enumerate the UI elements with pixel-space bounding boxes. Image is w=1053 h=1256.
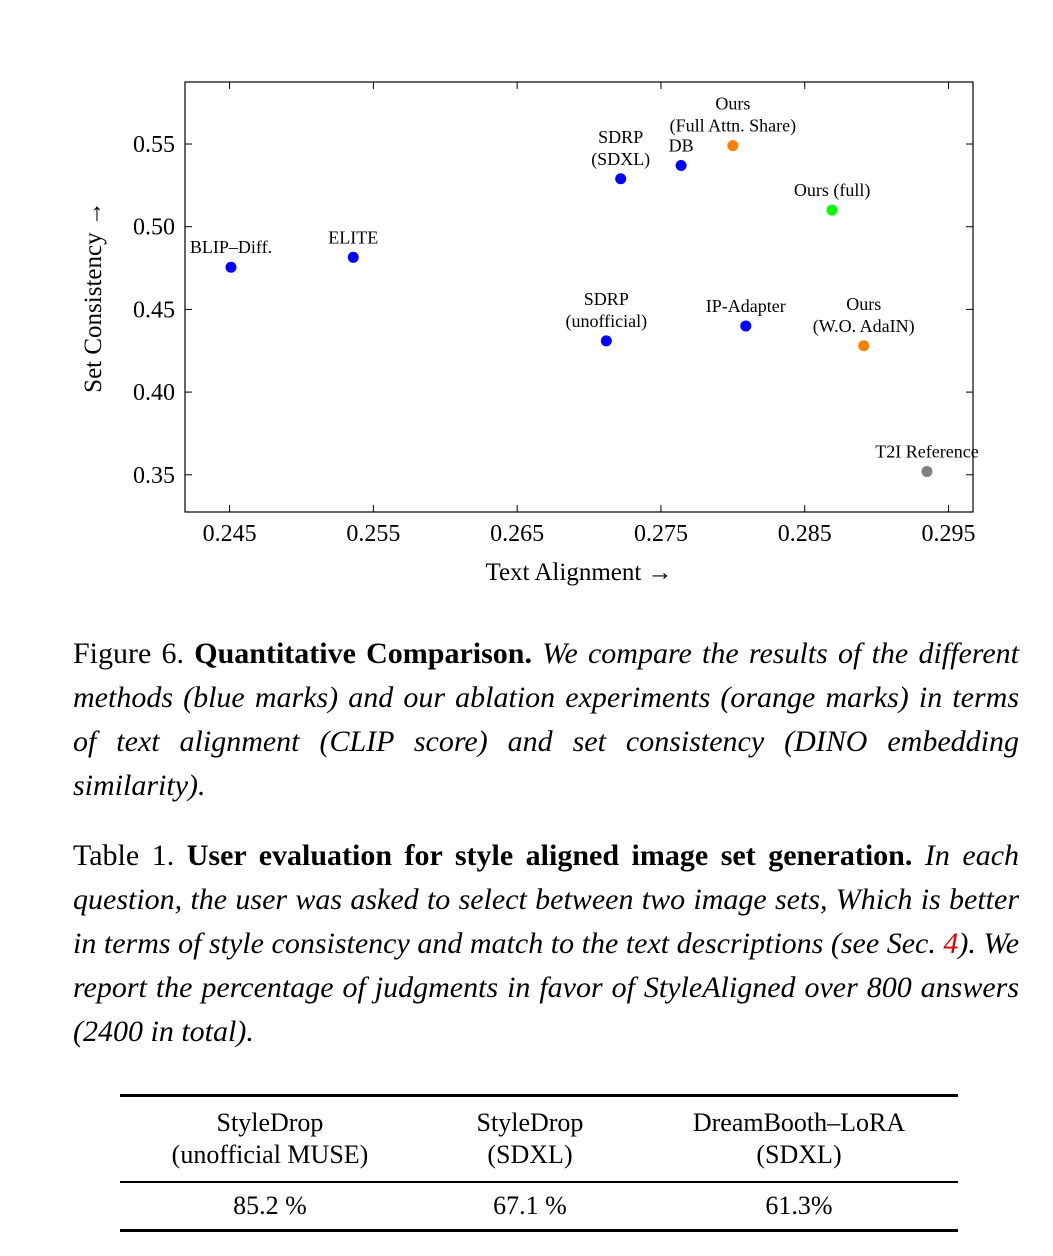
- table-caption-body-start: In each question, the user was asked to …: [73, 839, 1020, 960]
- y-axis-ticks: 0.35 0.40 0.45 0.50 0.55: [133, 132, 973, 489]
- data-point-label: SDRP: [598, 127, 643, 147]
- data-point-label: Ours: [715, 94, 750, 114]
- x-axis-label: Text Alignment →: [485, 559, 672, 586]
- data-point-group: SDRP(SDXL): [591, 127, 650, 185]
- data-point: [347, 251, 359, 263]
- table-caption-body-end: ). We report the percentage of judgments…: [73, 927, 1020, 1048]
- data-point-group: Ours (full): [794, 180, 870, 216]
- data-point-group: IP-Adapter: [706, 296, 786, 332]
- column-header: StyleDrop (unofficial MUSE): [120, 1096, 420, 1183]
- column-header: StyleDrop (SDXL): [420, 1096, 640, 1183]
- x-tick-label: 0.295: [922, 521, 976, 547]
- data-point-group: Ours(Full Attn. Share): [670, 94, 797, 152]
- data-point-label: (SDXL): [591, 149, 650, 170]
- data-point: [615, 173, 627, 185]
- data-point-group: BLIP–Diff.: [190, 237, 272, 273]
- data-point-label: BLIP–Diff.: [190, 237, 272, 257]
- column-header-line2: (SDXL): [756, 1140, 842, 1169]
- data-point-group: T2I Reference: [875, 441, 979, 477]
- column-header-line2: (unofficial MUSE): [171, 1140, 369, 1169]
- data-point-label: Ours: [846, 294, 881, 314]
- scatter-chart: 0.245 0.255 0.265 0.275 0.285 0.295 0.350.400…: [80, 81, 979, 586]
- table-title: User evaluation for style aligned image …: [186, 839, 913, 872]
- column-header-line1: StyleDrop: [476, 1108, 584, 1137]
- data-point: [858, 340, 870, 352]
- data-point: [600, 335, 612, 347]
- data-point-label: ELITE: [328, 227, 378, 247]
- column-header-line2: (SDXL): [487, 1140, 573, 1169]
- figure-title: Quantitative Comparison.: [194, 637, 532, 670]
- column-header: DreamBooth–LoRA (SDXL): [640, 1096, 958, 1183]
- table-cell: 61.3%: [765, 1191, 833, 1220]
- section-reference-link[interactable]: 4: [943, 927, 959, 960]
- results-table: StyleDrop (unofficial MUSE) StyleDrop (S…: [120, 1094, 958, 1232]
- data-point-label: T2I Reference: [875, 441, 978, 461]
- data-point-label: IP-Adapter: [706, 296, 786, 316]
- data-point-group: Ours(W.O. AdaIN): [813, 294, 915, 352]
- column-header-line1: DreamBooth–LoRA: [692, 1108, 906, 1137]
- y-tick-label: 0.50: [133, 215, 175, 241]
- figure-caption: Figure 6. Quantitative Comparison. We co…: [73, 632, 1019, 808]
- data-point: [675, 160, 687, 172]
- data-point-group: SDRP(unofficial): [566, 289, 648, 347]
- figure-caption-body: We compare the results of the different …: [73, 637, 1019, 802]
- table-number: Table 1.: [73, 839, 175, 872]
- x-tick-label: 0.255: [346, 521, 400, 547]
- data-point-label: (Full Attn. Share): [670, 116, 797, 137]
- column-header-line1: StyleDrop: [216, 1108, 324, 1137]
- data-point: [225, 261, 237, 273]
- x-tick-label: 0.285: [778, 521, 832, 547]
- x-tick-label: 0.265: [490, 521, 544, 547]
- y-tick-label: 0.35: [133, 463, 175, 489]
- table-row: 85.2 % 67.1 % 61.3%: [120, 1182, 958, 1231]
- table-cell: 85.2 %: [233, 1191, 307, 1220]
- data-point-label: (W.O. AdaIN): [813, 316, 915, 337]
- data-point: [727, 140, 739, 152]
- data-point-label: (unofficial): [566, 311, 648, 332]
- table-cell: 67.1 %: [493, 1191, 567, 1220]
- figure-number: Figure 6.: [73, 637, 185, 670]
- plot-frame: [184, 81, 974, 513]
- x-axis-ticks: 0.245 0.255 0.265 0.275 0.285 0.295: [203, 82, 976, 547]
- data-point-group: DB: [669, 136, 694, 172]
- table-header-row: StyleDrop (unofficial MUSE) StyleDrop (S…: [120, 1095, 958, 1183]
- data-point-label: SDRP: [584, 289, 629, 309]
- y-axis-label: Set Consistency →: [80, 201, 107, 393]
- data-point: [921, 465, 933, 477]
- x-tick-label: 0.275: [634, 521, 688, 547]
- data-point-label: DB: [669, 136, 694, 156]
- y-tick-label: 0.45: [133, 297, 175, 323]
- table-caption: Table 1. User evaluation for style align…: [73, 834, 1019, 1054]
- data-point-label: Ours (full): [794, 180, 870, 201]
- data-point: [826, 204, 838, 216]
- x-tick-label: 0.245: [203, 521, 257, 547]
- data-point-group: ELITE: [328, 227, 378, 263]
- data-point: [740, 320, 752, 332]
- y-tick-label: 0.55: [133, 132, 175, 158]
- y-tick-label: 0.40: [133, 380, 175, 406]
